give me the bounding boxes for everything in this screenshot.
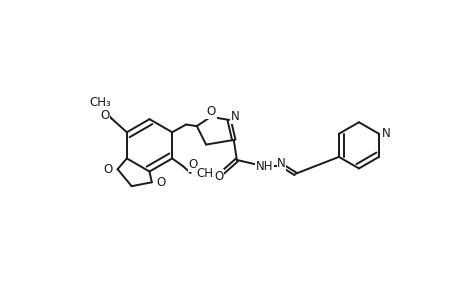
Text: O: O (156, 176, 165, 189)
Text: O: O (214, 169, 223, 183)
Text: CH₃: CH₃ (90, 96, 111, 109)
Text: O: O (207, 105, 216, 118)
Text: N: N (230, 110, 239, 123)
Text: O: O (103, 163, 113, 176)
Text: O: O (101, 109, 110, 122)
Text: O: O (188, 158, 197, 171)
Text: N: N (276, 157, 285, 170)
Text: N: N (381, 127, 389, 140)
Text: NH: NH (255, 160, 273, 172)
Text: CH₃: CH₃ (196, 167, 218, 180)
